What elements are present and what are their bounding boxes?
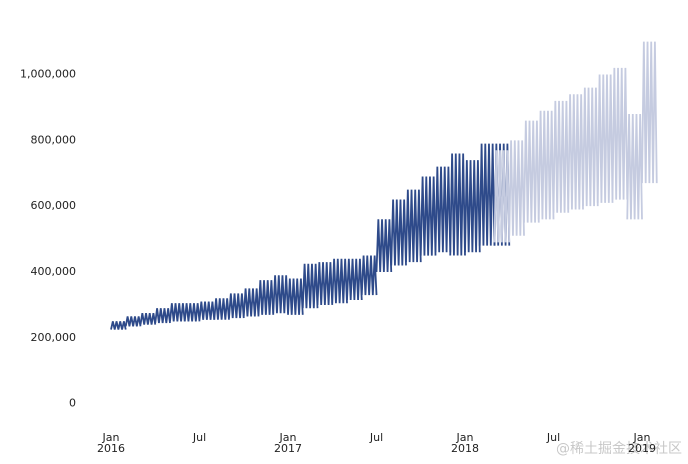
y-tick-label: 200,000	[31, 331, 77, 344]
x-tick-label: Jan 2019	[628, 431, 656, 455]
line-segment	[154, 308, 171, 324]
line-segment	[582, 87, 599, 207]
line-segment	[405, 189, 422, 263]
y-tick-label: 800,000	[31, 133, 77, 146]
line-segment	[434, 166, 452, 253]
line-segment	[626, 113, 643, 220]
line-segment	[213, 298, 230, 320]
line-segment	[198, 301, 216, 320]
y-tick-label: 600,000	[31, 199, 77, 212]
line-segment	[375, 219, 393, 273]
x-tick-label: Jul	[546, 431, 561, 444]
line-segment	[464, 160, 481, 253]
line-segment	[124, 316, 142, 327]
x-tick-label: Jul	[192, 431, 207, 444]
line-segment	[228, 293, 245, 319]
line-segment	[183, 303, 201, 322]
line-segment	[346, 258, 363, 301]
x-tick-label: Jan 2018	[451, 431, 479, 455]
line-segment	[449, 153, 466, 256]
line-segment	[257, 280, 275, 315]
line-segment	[493, 150, 511, 243]
line-segment	[611, 67, 629, 200]
watermark: @稀土掘金技术社区	[556, 441, 682, 457]
line-segment	[169, 303, 186, 322]
line-segment	[523, 120, 540, 223]
x-tick-label: Jul	[369, 431, 384, 444]
line-segment	[242, 288, 260, 317]
line-segment	[419, 176, 437, 256]
line-segment	[331, 258, 348, 304]
line-segment	[478, 143, 496, 246]
line-segment	[552, 100, 570, 213]
line-segment	[537, 110, 555, 220]
y-tick-label: 0	[69, 397, 76, 410]
line-segment	[567, 94, 584, 210]
line-segment	[287, 278, 304, 315]
line-segment	[272, 275, 289, 314]
line-segment	[139, 313, 157, 325]
line-segment	[360, 255, 378, 296]
x-tick-label: Jan 2016	[97, 431, 125, 455]
x-tick-label: Jan 2017	[274, 431, 302, 455]
y-tick-label: 400,000	[31, 265, 77, 278]
line-segment	[301, 263, 319, 309]
y-tick-label: 1,000,000	[20, 68, 76, 81]
line-segment	[596, 74, 614, 203]
line-segment	[316, 262, 334, 305]
line-segment	[641, 41, 658, 184]
line-segment	[390, 199, 407, 266]
line-segment	[110, 321, 127, 330]
line-segment	[508, 140, 525, 236]
